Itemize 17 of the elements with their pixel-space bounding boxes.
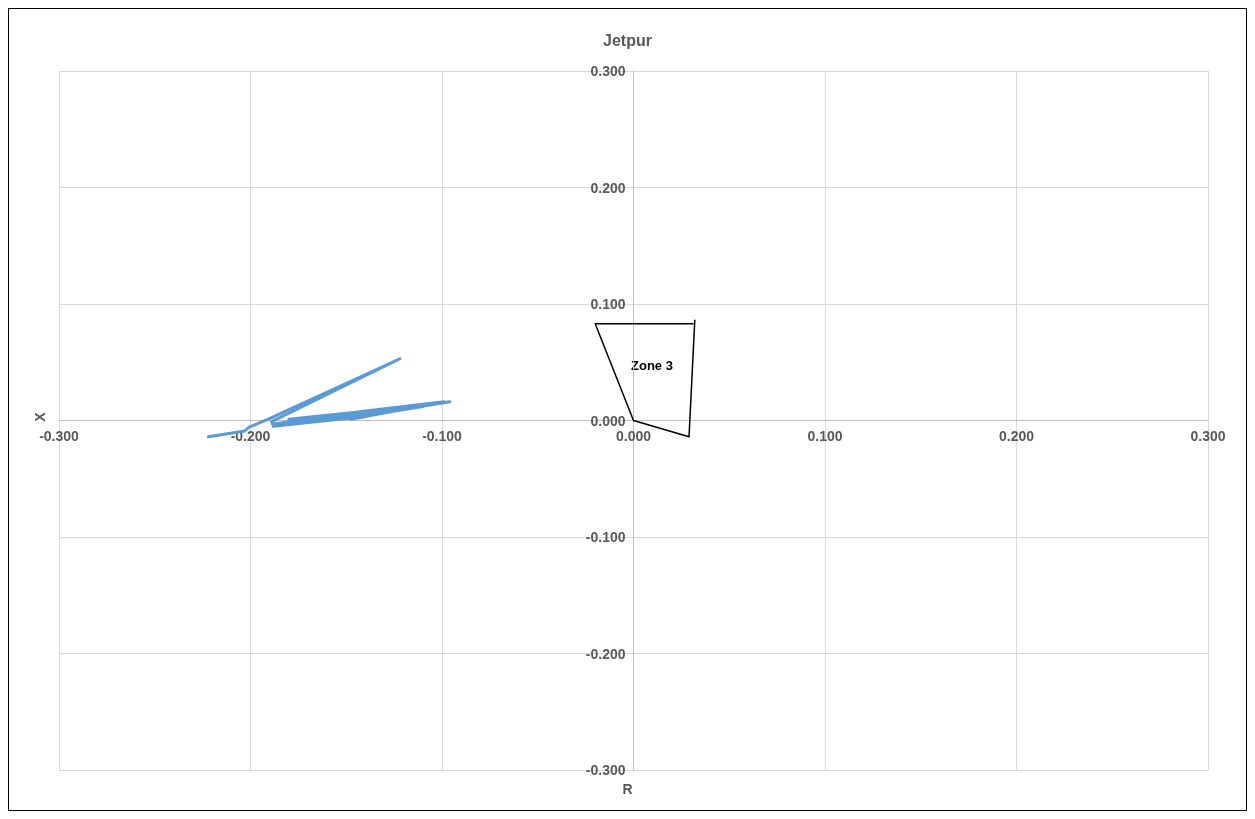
y-tick-label: 0.200	[590, 179, 626, 196]
x-tick-label: 0.200	[998, 427, 1035, 444]
chart-title: Jetpur	[603, 31, 652, 49]
x-tick-label: 0.000	[615, 427, 652, 444]
x-tick-label: -0.100	[422, 427, 463, 444]
y-tick-label: -0.200	[585, 645, 626, 662]
x-tick-label: 0.300	[1190, 427, 1226, 444]
y-tick-label: -0.100	[585, 529, 626, 545]
x-tick-label: -0.300	[39, 427, 80, 444]
y-tick-label: 0.000	[590, 412, 626, 429]
y-tick-label: 0.100	[590, 296, 626, 312]
y-axis-title: X	[32, 411, 48, 422]
x-axis-title: R	[622, 781, 633, 797]
y-tick-label: -0.300	[585, 762, 626, 778]
x-tick-label: 0.100	[807, 427, 843, 444]
y-tick-label: 0.300	[590, 63, 626, 79]
annotation: Zone 3	[631, 358, 673, 373]
